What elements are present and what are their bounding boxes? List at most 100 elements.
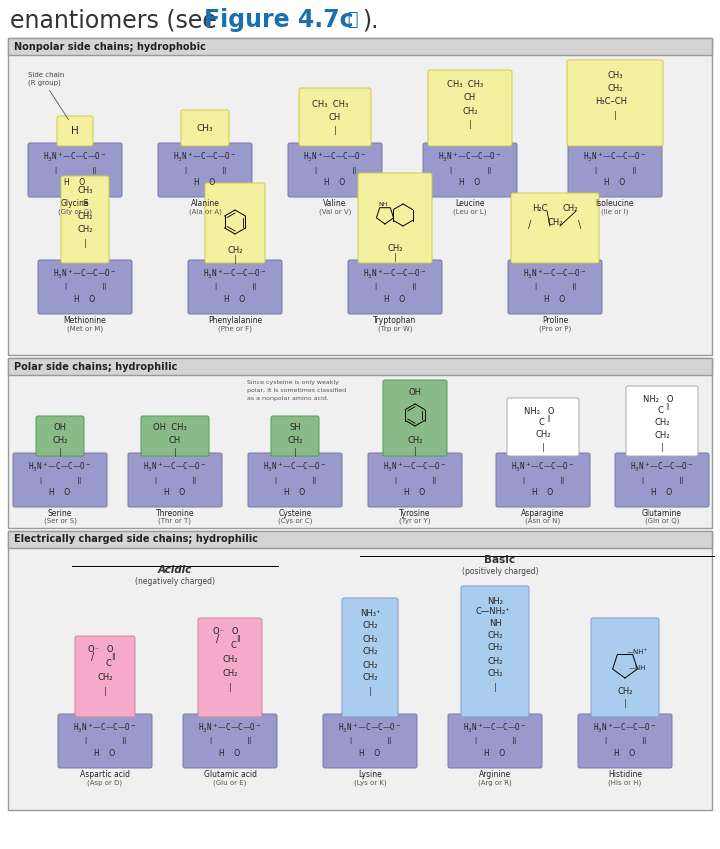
Text: Basic: Basic — [485, 555, 516, 565]
Text: CH₂: CH₂ — [617, 688, 633, 696]
Text: |: | — [624, 700, 626, 709]
FancyBboxPatch shape — [591, 618, 659, 717]
Text: CH₂: CH₂ — [53, 436, 68, 445]
Text: |        ‖: | ‖ — [84, 738, 126, 745]
FancyBboxPatch shape — [348, 260, 442, 314]
Text: Lysine: Lysine — [358, 770, 382, 779]
Bar — [8, 358, 712, 375]
Text: CH₂: CH₂ — [607, 83, 623, 93]
FancyBboxPatch shape — [368, 453, 462, 507]
Text: H$_3$N$^+$—C—C—O$^-$: H$_3$N$^+$—C—C—O$^-$ — [583, 150, 647, 164]
Text: (Trp or W): (Trp or W) — [378, 325, 413, 331]
Text: H    O: H O — [652, 487, 672, 497]
Text: |: | — [229, 683, 231, 693]
Text: (Ile or I): (Ile or I) — [601, 208, 629, 215]
FancyBboxPatch shape — [128, 453, 222, 507]
Text: (His or H): (His or H) — [608, 779, 642, 785]
Text: —NH⁺: —NH⁺ — [627, 649, 648, 655]
Text: CH: CH — [329, 113, 341, 121]
Text: Valine: Valine — [323, 199, 347, 208]
Text: as a nonpolar amino acid.: as a nonpolar amino acid. — [247, 396, 329, 401]
FancyBboxPatch shape — [568, 143, 662, 197]
Text: SH: SH — [289, 423, 301, 431]
Text: H    O: H O — [225, 295, 246, 303]
Text: H    O: H O — [359, 749, 381, 757]
Text: CH₃: CH₃ — [607, 70, 623, 80]
FancyBboxPatch shape — [183, 714, 277, 768]
Text: CH₂: CH₂ — [362, 648, 378, 656]
Text: CH₂: CH₂ — [362, 673, 378, 683]
Text: H    O: H O — [325, 177, 346, 187]
Text: |: | — [469, 120, 472, 128]
Text: CH₂: CH₂ — [462, 106, 478, 115]
Text: H$_3$N$^+$—C—C—O$^-$: H$_3$N$^+$—C—C—O$^-$ — [174, 150, 237, 164]
Text: ‖: ‖ — [665, 402, 669, 409]
Text: CH₂: CH₂ — [654, 430, 670, 440]
Text: Methionine: Methionine — [63, 316, 107, 325]
Text: (R group): (R group) — [28, 80, 60, 87]
Text: CH₂: CH₂ — [654, 418, 670, 426]
Text: H    O: H O — [194, 177, 215, 187]
Text: O⁻   O: O⁻ O — [213, 627, 239, 637]
Text: H$_3$N$^+$—C—C—O$^-$: H$_3$N$^+$—C—C—O$^-$ — [463, 722, 527, 734]
Text: |        ‖: | ‖ — [64, 284, 107, 290]
FancyBboxPatch shape — [323, 714, 417, 768]
Text: (Met or M): (Met or M) — [67, 325, 103, 331]
Text: (Thr or T): (Thr or T) — [158, 518, 192, 525]
Text: NH₂   O: NH₂ O — [643, 395, 673, 403]
FancyBboxPatch shape — [61, 176, 109, 263]
Text: enantiomers (see: enantiomers (see — [10, 8, 225, 32]
Text: Electrically charged side chains; hydrophilic: Electrically charged side chains; hydrop… — [14, 535, 258, 544]
Text: (Cys or C): (Cys or C) — [278, 518, 312, 525]
Text: H$_3$N$^+$—C—C—O$^-$: H$_3$N$^+$—C—C—O$^-$ — [203, 267, 267, 281]
Text: H₂C: H₂C — [532, 204, 548, 212]
Text: |        ‖: | ‖ — [348, 738, 391, 745]
Text: CH₂: CH₂ — [535, 430, 551, 438]
Text: |        ‖: | ‖ — [214, 284, 256, 290]
Text: (Arg or R): (Arg or R) — [478, 779, 512, 785]
Text: OH: OH — [53, 423, 66, 431]
Text: Glutamic acid: Glutamic acid — [204, 770, 256, 779]
Text: Tryptophan: Tryptophan — [374, 316, 417, 325]
Text: (Ala or A): (Ala or A) — [189, 208, 222, 215]
Text: H    O: H O — [485, 749, 505, 757]
Text: |        ‖: | ‖ — [374, 284, 416, 290]
FancyBboxPatch shape — [508, 260, 602, 314]
Text: H$_3$N$^+$—C—C—O$^-$: H$_3$N$^+$—C—C—O$^-$ — [338, 722, 402, 734]
Text: |: | — [541, 442, 544, 452]
Text: Aspartic acid: Aspartic acid — [80, 770, 130, 779]
Text: ‖: ‖ — [236, 636, 240, 643]
Text: |        ‖: | ‖ — [522, 476, 564, 483]
Text: NH₃⁺: NH₃⁺ — [360, 609, 380, 617]
FancyBboxPatch shape — [461, 586, 529, 717]
Text: CH₂: CH₂ — [487, 670, 503, 678]
Text: |        ‖: | ‖ — [209, 738, 251, 745]
FancyBboxPatch shape — [496, 453, 590, 507]
Text: Arginine: Arginine — [479, 770, 511, 779]
Text: H$_3$N$^+$—C—C—O$^-$: H$_3$N$^+$—C—C—O$^-$ — [198, 722, 262, 734]
Text: |: | — [369, 688, 372, 696]
Text: \: \ — [578, 220, 582, 230]
Text: H$_3$N$^+$—C—C—O$^-$: H$_3$N$^+$—C—C—O$^-$ — [143, 460, 207, 474]
Text: OH  CH₃: OH CH₃ — [153, 423, 187, 431]
Text: Serine: Serine — [48, 509, 72, 518]
FancyBboxPatch shape — [58, 714, 152, 768]
Text: |        ‖: | ‖ — [274, 476, 316, 483]
Text: C: C — [657, 406, 663, 414]
Text: Leucine: Leucine — [455, 199, 485, 208]
FancyBboxPatch shape — [198, 618, 262, 717]
Text: CH₂: CH₂ — [487, 631, 503, 639]
Text: Proline: Proline — [542, 316, 568, 325]
Text: |        ‖: | ‖ — [474, 738, 516, 745]
Text: |: | — [414, 447, 416, 456]
Text: |        ‖: | ‖ — [534, 284, 576, 290]
Text: (Val or V): (Val or V) — [319, 208, 351, 215]
Text: Alanine: Alanine — [191, 199, 220, 208]
Text: H$_3$N$^+$—C—C—O$^-$: H$_3$N$^+$—C—C—O$^-$ — [523, 267, 587, 281]
Text: (Phe or F): (Phe or F) — [218, 325, 252, 331]
Text: Since cysteine is only weakly: Since cysteine is only weakly — [247, 380, 339, 385]
FancyBboxPatch shape — [13, 453, 107, 507]
Text: CH₂: CH₂ — [97, 672, 113, 682]
FancyBboxPatch shape — [181, 110, 229, 146]
Bar — [8, 38, 712, 355]
